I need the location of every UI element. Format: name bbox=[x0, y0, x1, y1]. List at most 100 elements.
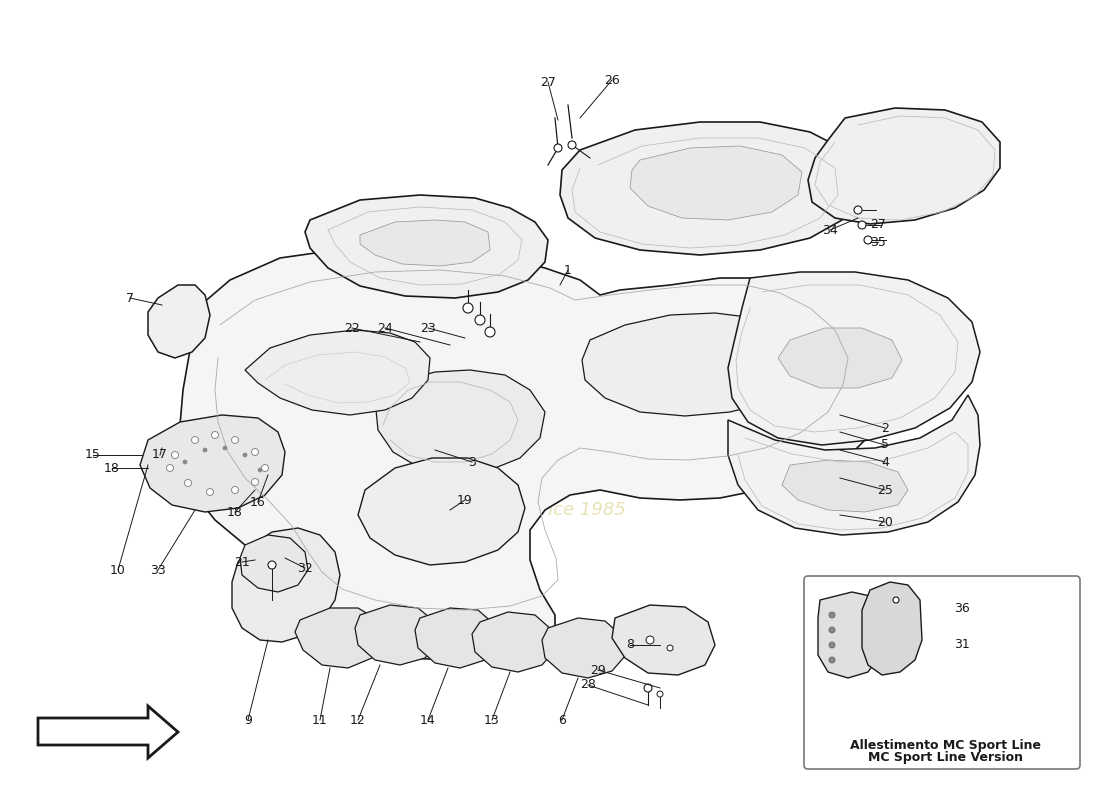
Circle shape bbox=[231, 486, 239, 494]
Polygon shape bbox=[782, 460, 907, 512]
Text: 1: 1 bbox=[564, 263, 572, 277]
Circle shape bbox=[829, 612, 835, 618]
Circle shape bbox=[829, 627, 835, 633]
Circle shape bbox=[207, 489, 213, 495]
Text: 12: 12 bbox=[350, 714, 366, 726]
Polygon shape bbox=[862, 582, 922, 675]
FancyBboxPatch shape bbox=[804, 576, 1080, 769]
Circle shape bbox=[166, 465, 174, 471]
Polygon shape bbox=[818, 592, 878, 678]
Circle shape bbox=[657, 691, 663, 697]
Text: 18: 18 bbox=[227, 506, 243, 518]
Polygon shape bbox=[630, 146, 802, 220]
Circle shape bbox=[864, 236, 872, 244]
Circle shape bbox=[485, 327, 495, 337]
Polygon shape bbox=[245, 330, 430, 415]
Circle shape bbox=[554, 144, 562, 152]
Text: 6: 6 bbox=[558, 714, 565, 726]
Polygon shape bbox=[808, 108, 1000, 224]
Polygon shape bbox=[542, 618, 625, 678]
Polygon shape bbox=[582, 313, 808, 416]
Polygon shape bbox=[360, 220, 490, 266]
Circle shape bbox=[475, 315, 485, 325]
Text: 22: 22 bbox=[344, 322, 360, 334]
Polygon shape bbox=[560, 122, 862, 255]
Text: 24: 24 bbox=[377, 322, 393, 334]
Polygon shape bbox=[140, 415, 285, 512]
Circle shape bbox=[262, 465, 268, 471]
Circle shape bbox=[183, 460, 187, 464]
Text: 36: 36 bbox=[954, 602, 970, 614]
Text: 14: 14 bbox=[420, 714, 436, 726]
Circle shape bbox=[463, 303, 473, 313]
Polygon shape bbox=[240, 535, 308, 592]
Circle shape bbox=[258, 468, 262, 472]
Text: eurospares: eurospares bbox=[238, 418, 782, 502]
Circle shape bbox=[223, 446, 227, 450]
Polygon shape bbox=[305, 195, 548, 298]
Text: 7: 7 bbox=[126, 291, 134, 305]
Polygon shape bbox=[358, 458, 525, 565]
Text: 10: 10 bbox=[110, 563, 125, 577]
Text: 16: 16 bbox=[250, 495, 266, 509]
Circle shape bbox=[854, 206, 862, 214]
Text: 27: 27 bbox=[540, 75, 556, 89]
Text: 3: 3 bbox=[469, 455, 476, 469]
Text: Allestimento MC Sport Line: Allestimento MC Sport Line bbox=[849, 738, 1041, 751]
Text: 11: 11 bbox=[312, 714, 328, 726]
Polygon shape bbox=[180, 248, 900, 660]
Text: 31: 31 bbox=[954, 638, 970, 651]
Text: a passion for parts since 1985: a passion for parts since 1985 bbox=[354, 501, 626, 519]
Polygon shape bbox=[612, 605, 715, 675]
Text: 34: 34 bbox=[822, 223, 838, 237]
Text: 27: 27 bbox=[870, 218, 886, 231]
Circle shape bbox=[667, 645, 673, 651]
Polygon shape bbox=[728, 272, 980, 445]
Circle shape bbox=[185, 479, 191, 486]
Circle shape bbox=[646, 636, 654, 644]
Text: 13: 13 bbox=[484, 714, 499, 726]
Circle shape bbox=[829, 642, 835, 648]
Polygon shape bbox=[472, 612, 556, 672]
Text: 5: 5 bbox=[881, 438, 889, 451]
Text: 20: 20 bbox=[877, 515, 893, 529]
Text: 21: 21 bbox=[234, 555, 250, 569]
Circle shape bbox=[858, 221, 866, 229]
Text: 29: 29 bbox=[590, 663, 606, 677]
Text: 23: 23 bbox=[420, 322, 436, 334]
Text: 25: 25 bbox=[877, 483, 893, 497]
Circle shape bbox=[211, 431, 219, 438]
Polygon shape bbox=[295, 608, 382, 668]
Text: 28: 28 bbox=[580, 678, 596, 691]
Text: 19: 19 bbox=[458, 494, 473, 506]
Polygon shape bbox=[355, 605, 438, 665]
Circle shape bbox=[172, 451, 178, 458]
Text: MC Sport Line Version: MC Sport Line Version bbox=[868, 751, 1023, 765]
Circle shape bbox=[893, 597, 899, 603]
Circle shape bbox=[243, 453, 248, 457]
Circle shape bbox=[829, 657, 835, 663]
Polygon shape bbox=[778, 328, 902, 388]
Text: 35: 35 bbox=[870, 235, 886, 249]
Text: 15: 15 bbox=[85, 449, 101, 462]
Text: 2: 2 bbox=[881, 422, 889, 434]
Text: 17: 17 bbox=[152, 449, 168, 462]
Polygon shape bbox=[39, 706, 178, 758]
Circle shape bbox=[252, 478, 258, 486]
Text: 4: 4 bbox=[881, 455, 889, 469]
Circle shape bbox=[231, 437, 239, 443]
Circle shape bbox=[268, 561, 276, 569]
Text: 26: 26 bbox=[604, 74, 620, 86]
Text: 33: 33 bbox=[150, 563, 166, 577]
Polygon shape bbox=[415, 608, 498, 668]
Text: 32: 32 bbox=[297, 562, 312, 574]
Polygon shape bbox=[232, 528, 340, 642]
Polygon shape bbox=[375, 370, 544, 474]
Circle shape bbox=[191, 437, 198, 443]
Circle shape bbox=[644, 684, 652, 692]
Text: 9: 9 bbox=[244, 714, 252, 726]
Polygon shape bbox=[148, 285, 210, 358]
Text: 18: 18 bbox=[104, 462, 120, 474]
Text: 8: 8 bbox=[626, 638, 634, 651]
Polygon shape bbox=[728, 395, 980, 535]
